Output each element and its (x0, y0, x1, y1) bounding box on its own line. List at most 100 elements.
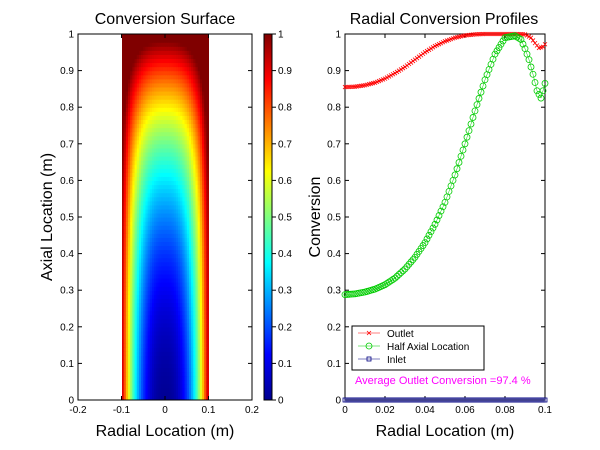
heatmap-cell (199, 95, 203, 100)
heatmap-cell (167, 237, 170, 242)
heatmap-cell (125, 245, 129, 251)
heatmap-cell (165, 180, 168, 186)
heatmap-cell (184, 326, 188, 332)
heatmap-cell (180, 90, 183, 96)
heatmap-cell (149, 34, 153, 39)
heatmap-cell (173, 298, 177, 303)
heatmap-cell (206, 58, 209, 64)
heatmap-cell (156, 151, 160, 157)
heatmap-cell (182, 314, 186, 320)
heatmap-cell (178, 225, 181, 230)
heatmap-cell (162, 151, 166, 157)
heatmap-cell (197, 306, 201, 312)
heatmap-cell (138, 62, 142, 68)
heatmap-cell (204, 156, 207, 161)
heatmap-cell (136, 395, 140, 400)
heatmap-cell (186, 147, 190, 153)
heatmap-cell (122, 103, 125, 108)
heatmap-cell (156, 379, 160, 385)
heatmap-cell (171, 221, 175, 226)
heatmap-cell (162, 131, 166, 137)
heatmap-cell (158, 99, 162, 104)
heatmap-cell (206, 184, 209, 190)
heatmap-cell (134, 70, 138, 76)
heatmap-cell (178, 286, 181, 291)
heatmap-cell (188, 131, 192, 137)
heatmap-cell (175, 86, 179, 92)
heatmap-cell (178, 90, 181, 96)
heatmap-cell (180, 192, 183, 198)
heatmap-cell (165, 334, 168, 340)
heatmap-cell (160, 212, 164, 218)
heatmap-cell (171, 387, 175, 393)
heatmap-cell (188, 391, 192, 397)
heatmap-cell (134, 151, 138, 157)
heatmap-cell (175, 367, 179, 373)
heatmap-cell (193, 298, 197, 303)
heatmap-cell (156, 229, 160, 234)
heatmap-cell (167, 379, 170, 385)
heatmap-cell (184, 290, 188, 295)
heatmap-cell (165, 241, 168, 247)
heatmap-cell (175, 326, 179, 332)
heatmap-cell (201, 298, 205, 303)
heatmap-cell (173, 204, 177, 210)
heatmap-cell (201, 42, 205, 47)
profile-ticks: 0 0.02 0.04 0.06 0.08 0.100.10.20.30.40.50.60… (327, 30, 552, 417)
heatmap-cell (180, 42, 183, 47)
heatmap-cell (136, 103, 140, 108)
heatmap-cell (132, 343, 136, 348)
heatmap-cell (206, 90, 209, 96)
heatmap-cell (154, 229, 157, 234)
heatmap-cell (188, 95, 192, 100)
heatmap-cell (191, 82, 194, 88)
heatmap-cell (143, 302, 147, 308)
heatmap-cell (186, 188, 190, 194)
heatmap-cell (143, 355, 147, 360)
heatmap-cell (180, 330, 183, 336)
heatmap-cell (182, 164, 186, 169)
heatmap-cell (167, 50, 170, 55)
heatmap-cell (149, 74, 153, 80)
heatmap-cell (136, 90, 140, 96)
heatmap-cell (165, 160, 168, 165)
heatmap-cell (162, 273, 166, 279)
heatmap-cell (162, 78, 166, 84)
heatmap-cell (175, 257, 179, 263)
heatmap-cell (132, 363, 136, 369)
heatmap-cell (145, 286, 149, 291)
heatmap-cell (178, 241, 181, 247)
heatmap-cell (186, 107, 190, 112)
heatmap-cell (175, 103, 179, 108)
heatmap-cell (199, 269, 203, 275)
heatmap-cell (123, 208, 127, 214)
heatmap-cell (128, 237, 131, 242)
heatmap-cell (173, 249, 177, 255)
heatmap-cell (199, 123, 203, 129)
heatmap-cell (186, 34, 190, 39)
heatmap-cell (138, 147, 142, 153)
heatmap-cell (171, 212, 175, 218)
heatmap-cell (178, 265, 181, 271)
heatmap-cell (141, 184, 144, 190)
heatmap-cell (147, 66, 151, 72)
heatmap-cell (145, 46, 149, 51)
heatmap-cell (193, 261, 197, 267)
heatmap-cell (136, 253, 140, 259)
heatmap-cell (206, 143, 209, 149)
heatmap-cell (165, 111, 168, 116)
heatmap-cell (138, 314, 142, 320)
heatmap-cell (165, 225, 168, 230)
heatmap-cell (175, 379, 179, 385)
heatmap-cell (191, 257, 194, 263)
heatmap-cell (186, 78, 190, 84)
heatmap-cell (125, 127, 129, 133)
heatmap-cell (193, 172, 197, 177)
heatmap-cell (122, 326, 125, 332)
heatmap-cell (195, 351, 199, 356)
heatmap-cell (154, 282, 157, 287)
heatmap-cell (184, 261, 188, 267)
heatmap-cell (134, 367, 138, 373)
heatmap-cell (197, 103, 201, 108)
heatmap-cell (128, 151, 131, 157)
